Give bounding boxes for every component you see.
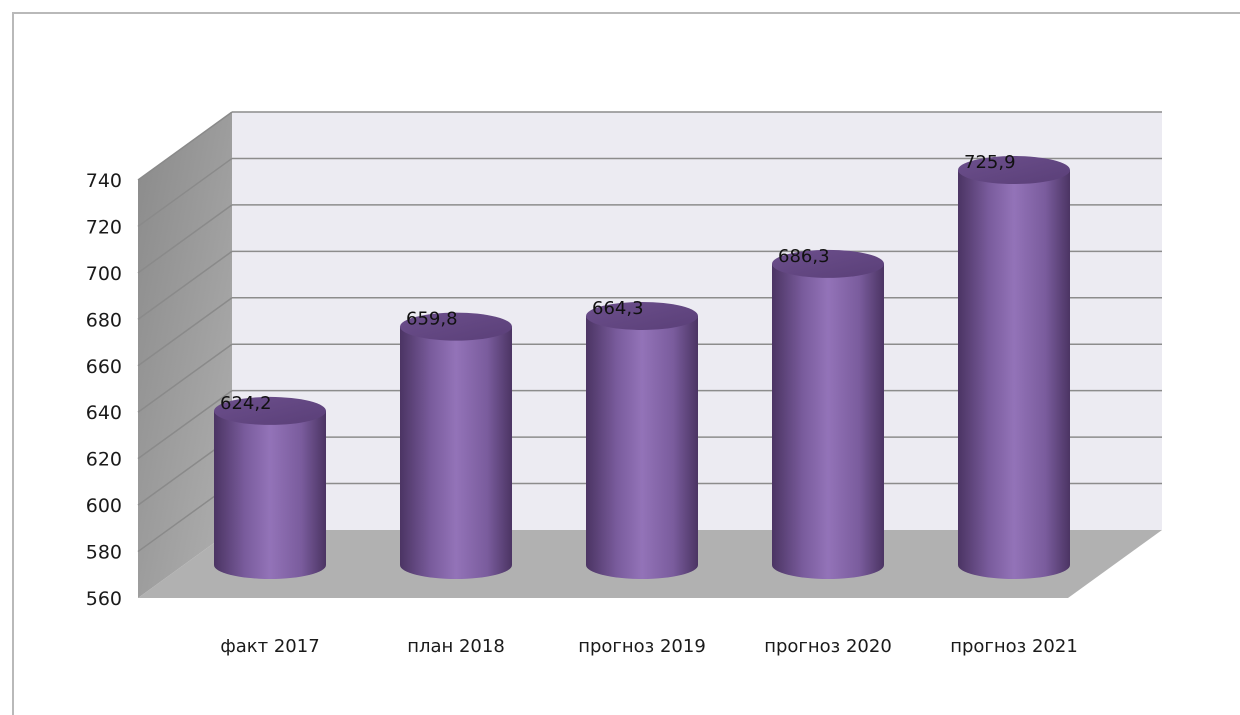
gridline-side xyxy=(137,111,233,181)
bar-body xyxy=(772,263,884,579)
bar-cap xyxy=(214,396,326,425)
y-tick-label: 720 xyxy=(86,216,122,238)
bar: 725,9 xyxy=(958,152,1070,579)
y-tick-label: 680 xyxy=(86,309,122,331)
x-tick-label: план 2018 xyxy=(407,636,505,657)
bar: 624,2 xyxy=(214,393,326,579)
bar: 664,3 xyxy=(586,298,698,579)
data-label: 624,2 xyxy=(220,393,272,414)
gridline-side xyxy=(137,204,233,274)
x-tick-label: факт 2017 xyxy=(220,636,319,657)
y-tick-label: 700 xyxy=(86,263,122,285)
gridline-side xyxy=(137,343,233,413)
bars: 624,2 659,8 664,3 686,3 725,9 xyxy=(214,152,1070,579)
x-tick-label: прогноз 2019 xyxy=(578,636,706,657)
bar-body xyxy=(400,326,512,579)
y-tick-label: 600 xyxy=(86,495,122,517)
data-label: 664,3 xyxy=(592,298,644,319)
data-label: 686,3 xyxy=(778,246,830,267)
bar: 659,8 xyxy=(400,309,512,579)
y-tick-label: 560 xyxy=(86,588,122,610)
bar-cap xyxy=(586,301,698,330)
bar-cap xyxy=(958,156,1070,185)
x-tick-label: прогноз 2021 xyxy=(950,636,1078,657)
x-axis: факт 2017 план 2018 прогноз 2019 прогноз 20… xyxy=(220,636,1077,657)
bar-body xyxy=(214,410,326,579)
y-tick-label: 740 xyxy=(86,170,122,192)
data-label: 725,9 xyxy=(964,152,1016,173)
data-label: 659,8 xyxy=(406,309,458,330)
y-tick-label: 640 xyxy=(86,402,122,424)
side-wall xyxy=(138,112,232,598)
y-tick-label: 620 xyxy=(86,449,122,471)
bar-body xyxy=(586,315,698,579)
gridline-side xyxy=(137,157,233,228)
bar-cap xyxy=(772,249,884,278)
bar: 686,3 xyxy=(772,246,884,579)
y-tick-label: 580 xyxy=(86,542,122,564)
y-tick-label: 660 xyxy=(86,356,122,378)
gridline-side xyxy=(137,390,233,460)
bar-body xyxy=(958,170,1070,579)
x-tick-label: прогноз 2020 xyxy=(764,636,892,657)
bar-cap xyxy=(400,312,512,341)
gridline-side xyxy=(137,297,233,367)
y-axis: 560 580 600 620 640 660 680 700 720 740 xyxy=(86,170,122,610)
gridline-side xyxy=(137,250,233,320)
